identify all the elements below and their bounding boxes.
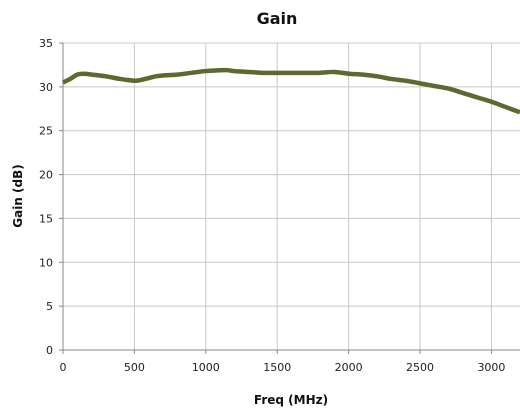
axes <box>59 42 520 354</box>
x-axis-title: Freq (MHz) <box>254 393 328 407</box>
gain-series-line <box>62 67 520 115</box>
y-tick-label: 25 <box>39 125 53 138</box>
x-tick-label: 2500 <box>406 361 434 374</box>
grid-lines <box>63 42 520 350</box>
y-tick-label: 20 <box>39 169 53 182</box>
y-tick-label: 5 <box>46 300 53 313</box>
y-axis-title: Gain (dB) <box>11 164 25 228</box>
x-tick-labels: 0 500 1000 1500 2000 2500 3000 <box>60 361 506 374</box>
y-tick-label: 35 <box>39 37 53 50</box>
y-tick-label: 30 <box>39 81 53 94</box>
x-tick-label: 1000 <box>192 361 220 374</box>
chart-title: Gain <box>257 9 298 28</box>
series-layer <box>62 67 520 115</box>
x-tick-label: 0 <box>60 361 67 374</box>
y-tick-labels: 0 5 10 15 20 25 30 35 <box>39 37 53 357</box>
y-tick-label: 0 <box>46 344 53 357</box>
y-tick-label: 10 <box>39 256 53 269</box>
x-tick-label: 500 <box>124 361 145 374</box>
y-tick-label: 15 <box>39 212 53 225</box>
x-tick-label: 3000 <box>477 361 505 374</box>
x-tick-label: 1500 <box>263 361 291 374</box>
x-tick-label: 2000 <box>335 361 363 374</box>
